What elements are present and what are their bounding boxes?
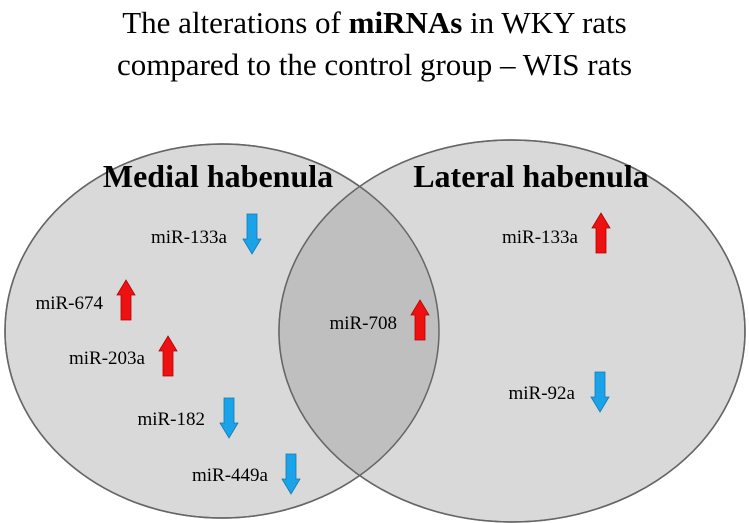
mirna-label: miR-203a: [69, 348, 146, 369]
mirna-label: miR-708: [329, 313, 397, 334]
mirna-layer: miR-133a miR-674 miR-203a miR-182 miR-449a mi…: [35, 212, 611, 495]
up-arrow-icon: [410, 299, 430, 341]
mirna-label: miR-674: [35, 293, 103, 314]
overlap-region: [279, 144, 439, 518]
up-arrow-icon: [158, 335, 178, 377]
mirna-label: miR-182: [137, 409, 205, 430]
title-line-1: The alterations of miRNAs in WKY rats: [122, 5, 627, 40]
diagram-title: The alterations of miRNAs in WKY rats co…: [0, 2, 749, 86]
down-arrow-icon: [242, 213, 262, 255]
down-arrow-icon: [219, 397, 239, 439]
title-line-2: compared to the control group – WIS rats: [116, 47, 633, 82]
medial-outline: [4, 143, 440, 519]
region-label-lateral: Lateral habenula: [413, 158, 649, 194]
region-label-medial: Medial habenula: [103, 158, 333, 194]
title-bold-term: miRNAs: [348, 5, 463, 40]
up-arrow-icon: [116, 279, 136, 321]
down-arrow-icon: [590, 371, 610, 413]
up-arrow-icon: [591, 212, 611, 254]
mirna-label: miR-133a: [151, 227, 228, 248]
mirna-label: miR-133a: [502, 227, 579, 248]
lateral-outline: [278, 139, 746, 523]
mirna-label: miR-449a: [192, 465, 269, 486]
down-arrow-icon: [281, 453, 301, 495]
mirna-label: miR-92a: [509, 383, 576, 404]
